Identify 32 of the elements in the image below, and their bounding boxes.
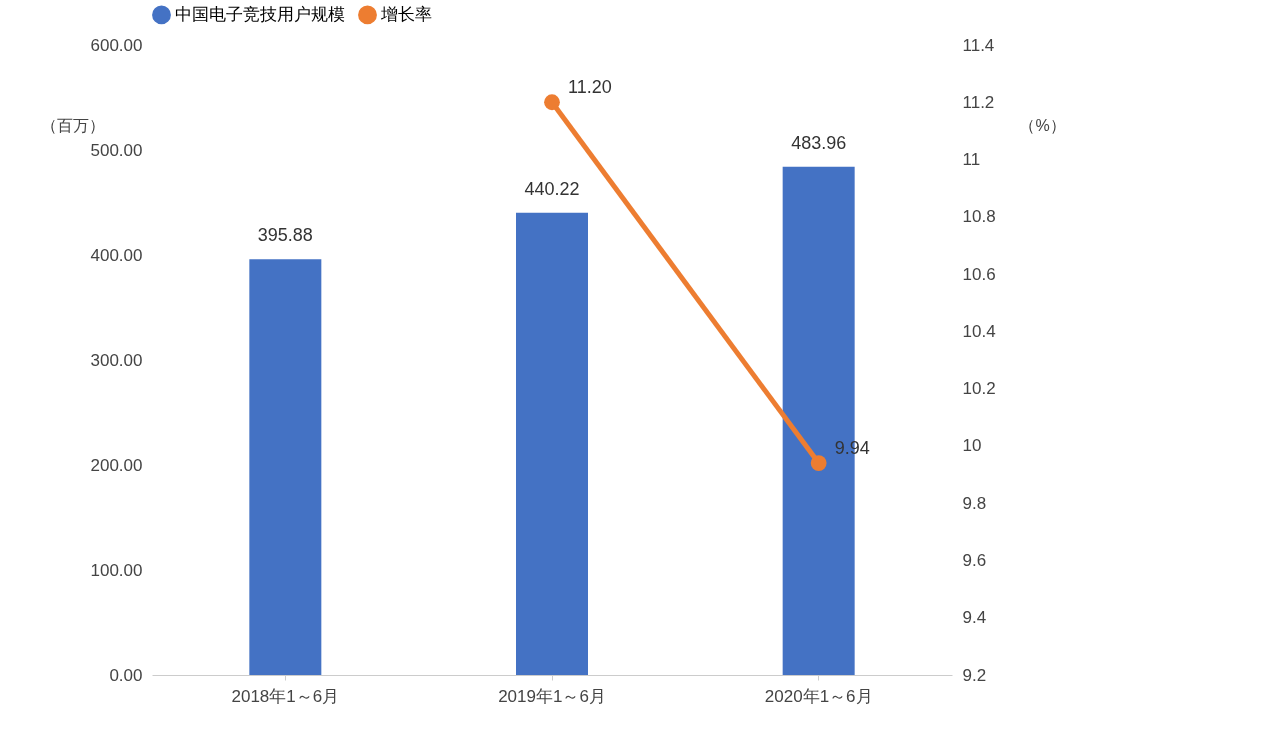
y2-tick-label: 10 [962, 436, 982, 456]
y2-tick-label: 10.8 [962, 207, 996, 227]
y-tick-label: 300.00 [90, 350, 143, 370]
y-tick-label: 500.00 [90, 140, 143, 160]
y-tick-label: 600.00 [90, 35, 143, 55]
y-tick-label: 100.00 [90, 560, 143, 580]
legend-label: 中国电子竞技用户规模 [175, 4, 345, 24]
y-tick-label: 400.00 [90, 245, 143, 265]
y2-tick-label: 9.4 [962, 608, 987, 628]
y-tick-label: 200.00 [90, 455, 143, 475]
y2-tick-label: 9.2 [962, 665, 987, 685]
data-label: 11.20 [568, 77, 612, 98]
x-tick-label: 2018年1～6月 [231, 686, 340, 706]
x-tick-label: 2020年1～6月 [764, 686, 873, 706]
y-axis-title: （百万） [40, 116, 105, 134]
y2-tick-label: 11.2 [962, 92, 995, 112]
y2-tick-label: 9.6 [962, 550, 987, 570]
y2-tick-label: 10.4 [962, 321, 996, 341]
y-tick-label: 0.00 [109, 665, 143, 685]
y2-tick-label: 11 [962, 150, 981, 170]
y2-tick-label: 11.4 [962, 35, 995, 55]
y2-tick-label: 10.6 [962, 264, 996, 284]
data-label: 395.88 [257, 225, 313, 246]
y2-tick-label: 9.8 [962, 493, 987, 513]
data-label: 440.22 [524, 178, 580, 199]
bar [516, 212, 588, 675]
y2-axis-title: （%） [1019, 116, 1066, 134]
legend-label: 增长率 [380, 4, 432, 24]
x-tick-label: 2019年1～6月 [498, 686, 606, 706]
y2-tick-label: 10.2 [962, 379, 996, 399]
bar [249, 259, 322, 675]
data-label: 483.96 [791, 132, 847, 153]
